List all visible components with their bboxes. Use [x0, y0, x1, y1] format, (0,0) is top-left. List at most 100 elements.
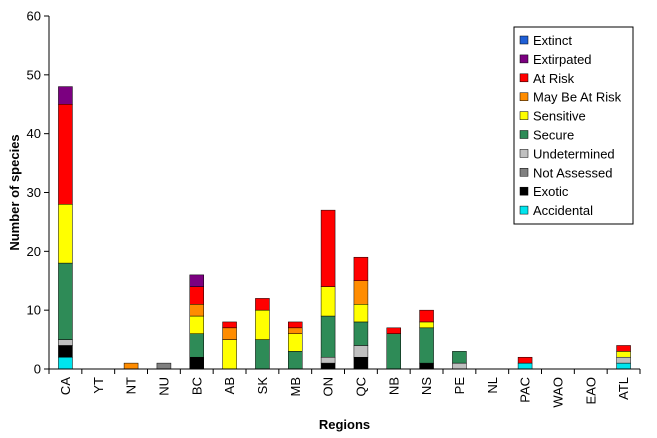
- bar-ns-sensitive: [419, 321, 434, 329]
- x-axis-ticks: CA YT NT NU BC AB SK MB ON QC NB NS PE NL PAC WAO EAO ATL: [48, 369, 641, 408]
- bar-qc-at-risk: [353, 256, 369, 282]
- bar-ca-sensitive: [58, 204, 73, 264]
- bar-bc-extirpated: [189, 274, 204, 287]
- legend-swatch-extirpated: [519, 54, 529, 64]
- bar-ca-accidental: [58, 356, 73, 370]
- bar-nt-may-be-at-risk: [123, 362, 139, 370]
- legend-swatch-undetermined: [519, 149, 529, 158]
- legend-swatch-may-be-at-risk: [519, 92, 529, 101]
- legend-label-at-risk: At Risk: [533, 71, 575, 86]
- x-tick-label-nu: NU: [156, 377, 171, 396]
- bar-mb-may-be-at-risk: [288, 327, 303, 334]
- bar-mb-secure: [288, 351, 303, 370]
- bar-sk-secure: [255, 339, 270, 370]
- x-tick-label-nb: NB: [386, 377, 401, 395]
- bar-bc-may-be-at-risk: [189, 304, 204, 317]
- y-tick-label: 50: [27, 67, 41, 82]
- x-axis-title: Regions: [319, 417, 370, 432]
- bar-bc-sensitive: [189, 315, 204, 334]
- x-tick-label-atl: ATL: [616, 377, 631, 400]
- legend-label-undetermined: Undetermined: [533, 146, 615, 161]
- bar-qc-sensitive: [353, 304, 369, 323]
- bar-atl-accidental: [616, 362, 631, 370]
- bar-bc-at-risk: [189, 286, 204, 305]
- y-tick-label: 60: [27, 9, 41, 24]
- bar-bc-secure: [189, 333, 204, 358]
- x-tick-label-on: ON: [321, 377, 336, 397]
- bar-qc-exotic: [353, 356, 369, 370]
- bar-pac-at-risk: [517, 356, 533, 364]
- bar-atl-at-risk: [616, 345, 631, 352]
- x-tick-label-bc: BC: [189, 377, 204, 395]
- bar-ab-at-risk: [222, 321, 237, 329]
- bar-mb-sensitive: [288, 333, 303, 352]
- x-tick-label-pe: PE: [452, 377, 467, 395]
- x-tick-label-mb: MB: [288, 377, 303, 397]
- bar-ca-extirpated: [58, 86, 73, 105]
- x-tick-label-ns: NS: [419, 377, 434, 395]
- legend-swatch-secure: [519, 130, 529, 139]
- legend-label-may-be-at-risk: May Be At Risk: [533, 90, 622, 105]
- legend-swatch-exotic: [519, 186, 529, 196]
- bar-pe-secure: [452, 351, 467, 364]
- bar-on-sensitive: [320, 286, 336, 317]
- bar-nb-at-risk: [386, 327, 401, 334]
- bar-on-exotic: [320, 362, 336, 370]
- bar-bc-exotic: [189, 356, 204, 370]
- bar-atl-undetermined: [616, 356, 631, 364]
- bar-pe-undetermined: [452, 362, 467, 370]
- bars-layer: [58, 86, 631, 370]
- y-axis-ticks: 0 10 20 30 40 50 60: [27, 9, 49, 377]
- bar-ca-undetermined: [58, 339, 73, 346]
- bar-ns-secure: [419, 327, 434, 364]
- y-axis-title: Number of species: [7, 134, 22, 250]
- x-tick-label-ca: CA: [58, 377, 73, 395]
- legend-label-accidental: Accidental: [533, 203, 593, 218]
- y-tick-label: 30: [27, 185, 41, 200]
- y-tick-label: 20: [27, 244, 41, 259]
- legend-label-extinct: Extinct: [533, 33, 572, 48]
- y-tick-label: 10: [27, 303, 41, 318]
- bar-qc-undetermined: [353, 345, 369, 358]
- legend: Extinct Extirpated At Risk May Be At Risk Se…: [513, 26, 634, 225]
- bar-ab-sensitive: [222, 339, 237, 370]
- x-tick-label-nt: NT: [124, 377, 139, 394]
- x-tick-label-pac: PAC: [518, 377, 533, 403]
- y-tick-label: 40: [27, 126, 41, 141]
- legend-label-sensitive: Sensitive: [533, 109, 586, 124]
- x-tick-label-nl: NL: [485, 377, 500, 394]
- legend-swatch-at-risk: [519, 73, 529, 83]
- legend-swatch-not-assessed: [519, 168, 529, 177]
- x-tick-label-wao: WAO: [550, 377, 565, 408]
- bar-ca-secure: [58, 262, 73, 340]
- bar-ca-at-risk: [58, 104, 73, 205]
- bar-qc-may-be-at-risk: [353, 280, 369, 305]
- bar-nu-not-assessed: [156, 362, 172, 370]
- bar-ca-exotic: [58, 345, 73, 358]
- bar-sk-sensitive: [255, 309, 270, 340]
- x-tick-label-yt: YT: [91, 377, 106, 394]
- legend-swatch-accidental: [519, 205, 529, 215]
- legend-swatch-extinct: [519, 35, 529, 45]
- legend-label-secure: Secure: [533, 128, 574, 143]
- x-tick-label-sk: SK: [255, 377, 270, 395]
- bar-sk-at-risk: [255, 298, 270, 311]
- legend-label-extirpated: Extirpated: [533, 52, 592, 67]
- bar-qc-secure: [353, 321, 369, 346]
- legend-label-exotic: Exotic: [533, 184, 569, 199]
- bar-ns-exotic: [419, 362, 434, 370]
- bar-atl-sensitive: [616, 351, 631, 358]
- bar-nb-secure: [386, 333, 401, 370]
- y-tick-label: 0: [34, 362, 41, 377]
- bar-on-undetermined: [320, 356, 336, 364]
- bar-on-secure: [320, 315, 336, 358]
- bar-ab-may-be-at-risk: [222, 327, 237, 340]
- legend-label-not-assessed: Not Assessed: [533, 165, 613, 180]
- bar-pac-accidental: [517, 362, 533, 370]
- bar-mb-at-risk: [288, 321, 303, 329]
- bar-on-at-risk: [320, 209, 336, 287]
- legend-swatch-sensitive: [519, 111, 529, 120]
- x-tick-label-ab: AB: [222, 377, 237, 394]
- legend-box: [513, 26, 634, 225]
